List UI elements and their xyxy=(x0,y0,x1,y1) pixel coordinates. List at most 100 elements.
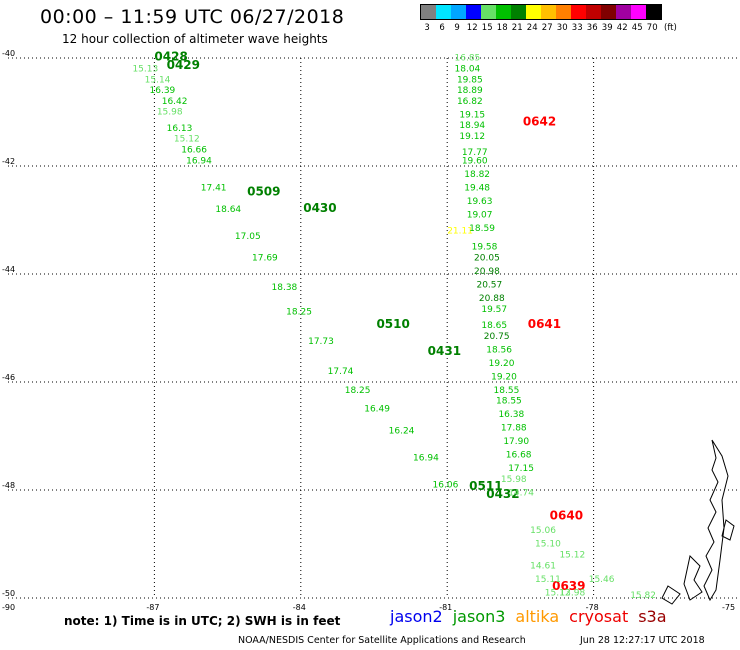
pass-time-label: 0639 xyxy=(552,579,585,593)
wave-height-label: 19.15 xyxy=(459,110,485,120)
color-swatch-label: 12 xyxy=(466,23,478,33)
color-swatch xyxy=(421,5,436,19)
pass-time-label: 0640 xyxy=(550,509,583,523)
wave-height-label: 17.74 xyxy=(328,367,354,377)
lat-tick-label: -44 xyxy=(2,265,15,274)
pass-time-label: 0431 xyxy=(428,344,461,358)
wave-height-label: 16.94 xyxy=(413,453,439,463)
color-swatch-label: 70 xyxy=(646,23,658,33)
wave-height-label: 18.56 xyxy=(486,345,512,355)
wave-height-label: 20.05 xyxy=(474,254,500,264)
wave-height-label: 20.98 xyxy=(474,267,500,277)
wave-height-label: 19.12 xyxy=(459,132,485,142)
color-swatch xyxy=(571,5,586,19)
wave-height-label: 15.10 xyxy=(535,540,561,550)
satellite-legend-jason2: jason2 xyxy=(390,607,443,626)
chart-title: 00:00 – 11:59 UTC 06/27/2018 xyxy=(40,6,345,28)
wave-height-label: 17.90 xyxy=(503,437,529,447)
data-points: 15.1315.1416.3916.4215.9816.1315.1216.66… xyxy=(132,50,656,601)
wave-height-label: 16.13 xyxy=(167,124,193,134)
wave-height-label: 18.55 xyxy=(494,386,520,396)
wave-height-label: 18.89 xyxy=(457,86,483,96)
wave-height-label: 21.11 xyxy=(447,227,473,237)
wave-height-label: 14.61 xyxy=(530,561,556,571)
color-swatch-label: 24 xyxy=(526,23,538,33)
color-swatch-label: 3 xyxy=(424,23,430,33)
wave-height-label: 16.49 xyxy=(364,405,390,415)
color-swatch xyxy=(586,5,601,19)
wave-height-label: 15.98 xyxy=(501,475,527,485)
pass-time-label: 0642 xyxy=(523,115,556,129)
lat-tick-label: -42 xyxy=(2,157,15,166)
satellite-legend-cryosat: cryosat xyxy=(569,607,629,626)
color-swatch-label: 36 xyxy=(586,23,598,33)
color-swatch xyxy=(541,5,556,19)
generated-timestamp: Jun 28 12:27:17 UTC 2018 xyxy=(580,635,705,646)
wave-height-label: 17.15 xyxy=(508,464,534,474)
color-swatch-label: 21 xyxy=(511,23,523,33)
lon-tick-label: -87 xyxy=(146,603,159,612)
wave-height-label: 19.58 xyxy=(472,243,498,253)
wave-height-label: 16.39 xyxy=(150,86,176,96)
color-scale-unit: (ft) xyxy=(664,23,677,33)
credit-line: NOAA/NESDIS Center for Satellite Applica… xyxy=(238,635,526,646)
lat-tick-label: -50 xyxy=(2,589,15,598)
lat-tick-label: -40 xyxy=(2,49,15,58)
wave-height-label: 15.06 xyxy=(530,526,556,536)
wave-height-label: 18.59 xyxy=(469,224,495,234)
wave-height-label: 16.82 xyxy=(457,97,483,107)
wave-height-label: 19.57 xyxy=(481,305,507,315)
wave-height-label: 15.82 xyxy=(630,591,656,601)
wave-height-label: 18.25 xyxy=(345,386,371,396)
wave-height-label: 15.46 xyxy=(589,575,615,585)
wave-height-label: 19.85 xyxy=(457,75,483,85)
pass-time-label: 0509 xyxy=(247,185,280,199)
wave-height-label: 19.48 xyxy=(464,183,490,193)
wave-height-label: 15.98 xyxy=(157,108,183,118)
color-swatch-label: 9 xyxy=(454,23,460,33)
pass-time-label: 0511 xyxy=(469,479,502,493)
wave-height-label: 15.12 xyxy=(174,135,200,145)
color-swatch-label: 6 xyxy=(439,23,445,33)
wave-height-label: 18.25 xyxy=(286,308,312,318)
wave-height-label: 17.73 xyxy=(308,337,334,347)
lon-tick-label: -81 xyxy=(439,603,452,612)
wave-height-label: 18.65 xyxy=(481,321,507,331)
pass-time-label: 0429 xyxy=(167,58,200,72)
wave-height-label: 14.74 xyxy=(508,488,534,498)
wave-height-label: 19.20 xyxy=(491,372,517,382)
color-swatch-label: 27 xyxy=(541,23,553,33)
wave-height-label: 15.12 xyxy=(545,588,571,598)
color-swatch-label: 15 xyxy=(481,23,493,33)
color-swatch xyxy=(631,5,646,19)
map-grid: -40 -42 -44 -46 -48 -50 -90 -87 -84 -81 -78 -75 xyxy=(2,49,740,612)
color-swatch xyxy=(526,5,541,19)
wave-height-label: 18.94 xyxy=(459,121,485,131)
wave-height-label: 17.05 xyxy=(235,232,261,242)
color-swatch-label: 42 xyxy=(616,23,628,33)
color-scale-legend: 3 6 9 12 15 18 21 24 27 30 33 36 39 42 45 70 (ft) xyxy=(420,4,677,33)
wave-height-label: 16.06 xyxy=(433,480,459,490)
pass-time-label: 0430 xyxy=(303,201,336,215)
satellite-legend-altika: altika xyxy=(515,607,560,626)
color-swatch xyxy=(646,5,661,19)
wave-height-label: 16.66 xyxy=(181,146,207,156)
wave-height-label: 18.64 xyxy=(215,205,241,215)
wave-height-label: 16.68 xyxy=(506,451,532,461)
pass-time-label: 0641 xyxy=(528,317,561,331)
wave-height-label: 15.11 xyxy=(535,575,561,585)
color-swatch xyxy=(496,5,511,19)
wave-height-label: 17.69 xyxy=(252,254,278,264)
lon-tick-label: -75 xyxy=(722,603,735,612)
color-swatch-label: 18 xyxy=(496,23,508,33)
wave-height-label: 13.98 xyxy=(559,588,585,598)
color-swatch-label: 45 xyxy=(631,23,643,33)
wave-height-label: 16.94 xyxy=(186,156,212,166)
color-swatch xyxy=(511,5,526,19)
wave-height-label: 20.57 xyxy=(476,281,502,291)
wave-height-label: 18.38 xyxy=(272,283,298,293)
color-swatch xyxy=(601,5,616,19)
wave-height-label: 16.85 xyxy=(455,54,481,64)
color-scale-labels: 3 6 9 12 15 18 21 24 27 30 33 36 39 42 45 70 (ft) xyxy=(420,23,740,35)
